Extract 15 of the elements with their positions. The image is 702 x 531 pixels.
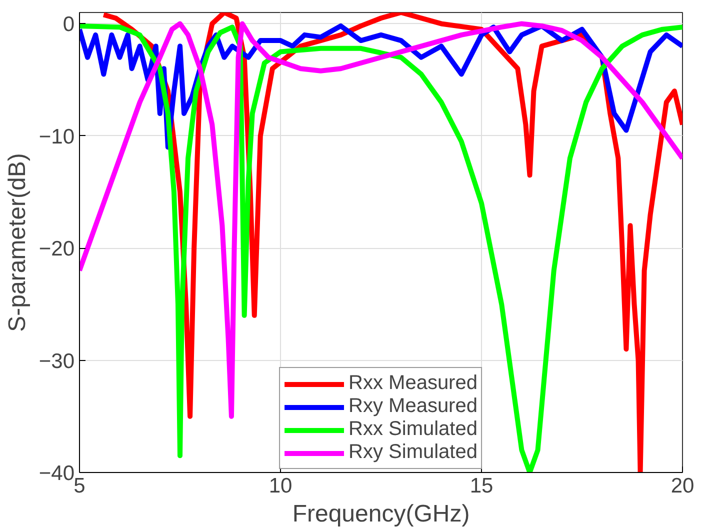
legend-label: Rxx Measured (348, 372, 478, 395)
x-axis-title: Frequency(GHz) (292, 500, 470, 528)
x-tick-label: 5 (74, 474, 86, 498)
x-tick-label: 20 (670, 474, 694, 498)
y-tick-label: −30 (38, 350, 75, 373)
y-tick-label: −20 (38, 238, 75, 261)
legend-label: Rxy Measured (348, 395, 478, 418)
x-tick-label: 15 (470, 474, 494, 498)
y-tick-label: −40 (38, 462, 75, 485)
y-tick-label: 0 (62, 13, 75, 36)
legend-label: Rxy Simulated (348, 441, 478, 464)
legend-label: Rxx Simulated (348, 418, 478, 441)
y-tick-label: −10 (38, 125, 75, 148)
x-tick-label: 10 (268, 474, 292, 498)
y-axis-title: S-parameter(dB) (4, 153, 31, 332)
